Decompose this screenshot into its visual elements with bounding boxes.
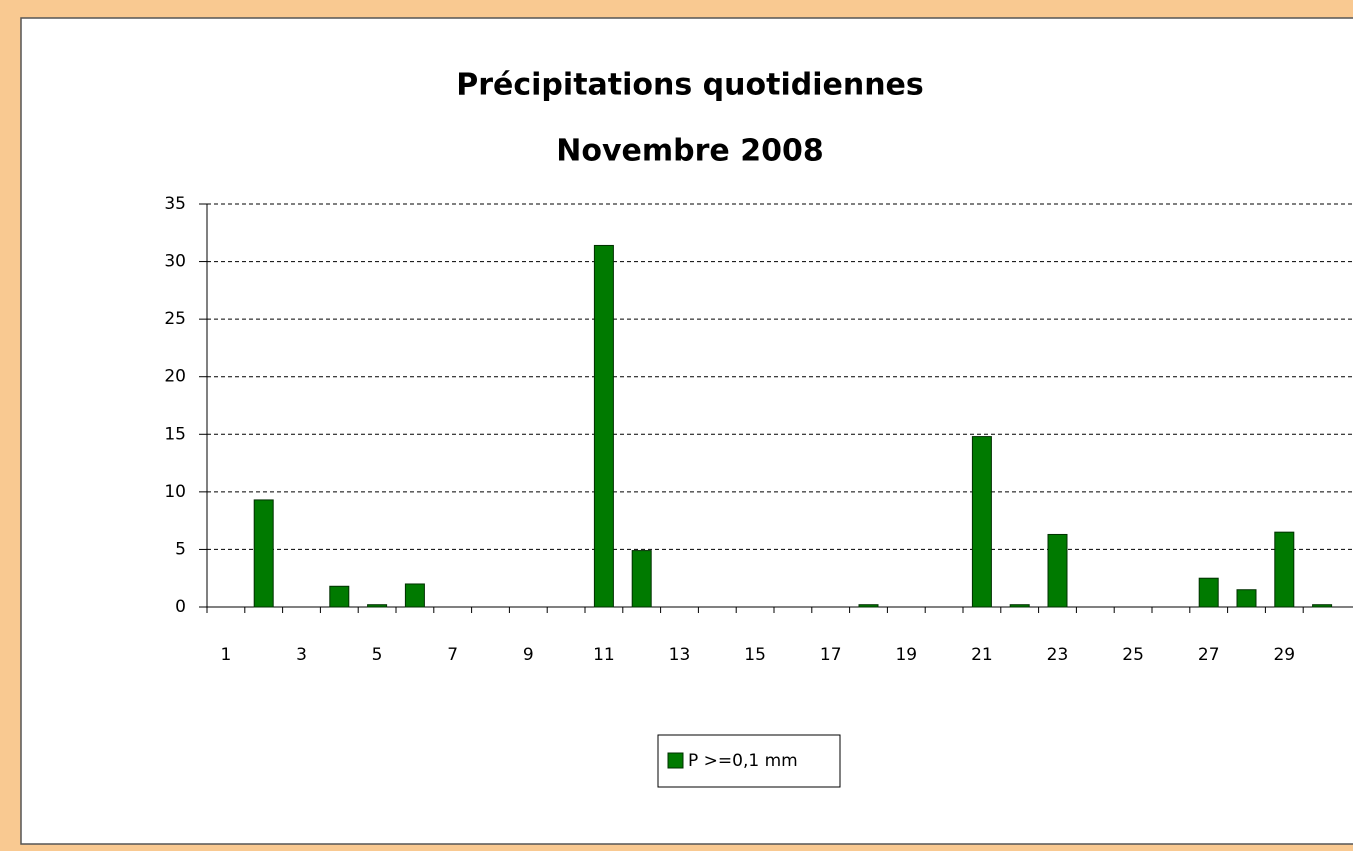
bar <box>1274 531 1295 608</box>
legend-label: P >=0,1 mm <box>688 751 798 771</box>
bar <box>253 499 274 608</box>
x-tick-label: 17 <box>820 645 842 665</box>
x-tick-label: 11 <box>593 645 615 665</box>
y-tick-label: 5 <box>175 539 186 559</box>
bar <box>1236 589 1257 608</box>
y-tick-label: 10 <box>164 482 186 502</box>
chart-subtitle: Novembre 2008 <box>556 134 823 169</box>
x-tick-label: 21 <box>971 645 993 665</box>
legend-box <box>657 734 841 788</box>
bar <box>1312 604 1333 608</box>
y-tick-label: 20 <box>164 367 186 387</box>
bar <box>1047 533 1068 608</box>
y-tick-label: 0 <box>175 597 186 617</box>
bar <box>1009 604 1030 608</box>
y-tick-label: 30 <box>164 252 186 272</box>
bar <box>329 585 350 608</box>
x-tick-label: 25 <box>1122 645 1144 665</box>
y-tick-label: 35 <box>164 194 186 214</box>
x-tick-label: 29 <box>1273 645 1295 665</box>
bar <box>631 550 652 608</box>
x-tick-label: 13 <box>669 645 691 665</box>
x-tick-label: 5 <box>372 645 383 665</box>
chart-title: Précipitations quotidiennes <box>456 68 924 103</box>
x-tick-label: 19 <box>895 645 917 665</box>
x-tick-label: 23 <box>1047 645 1069 665</box>
x-tick-label: 15 <box>744 645 766 665</box>
x-tick-label: 9 <box>523 645 534 665</box>
bar <box>1198 577 1219 608</box>
x-tick-label: 7 <box>447 645 458 665</box>
x-tick-label: 27 <box>1198 645 1220 665</box>
bar <box>858 604 879 608</box>
bar <box>404 583 425 608</box>
y-tick-label: 25 <box>164 309 186 329</box>
x-tick-label: 3 <box>296 645 307 665</box>
x-tick-label: 1 <box>220 645 231 665</box>
chart-panel <box>20 17 1353 845</box>
y-tick-label: 15 <box>164 424 186 444</box>
bar <box>593 244 614 608</box>
bar <box>367 604 388 608</box>
bar <box>971 436 992 608</box>
legend-swatch <box>667 752 684 769</box>
